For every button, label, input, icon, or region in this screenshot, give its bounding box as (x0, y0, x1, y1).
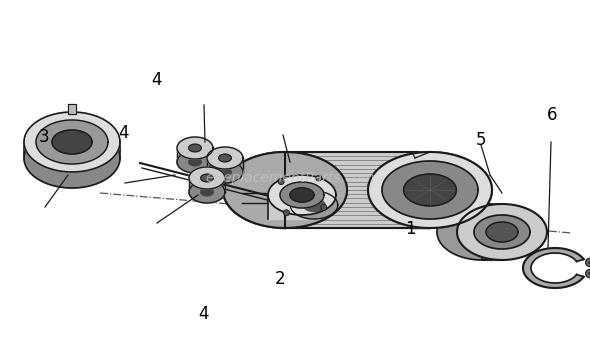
Polygon shape (189, 181, 225, 203)
Text: eReplacementParts.com: eReplacementParts.com (205, 171, 375, 185)
Polygon shape (201, 188, 214, 196)
Polygon shape (223, 152, 347, 228)
Polygon shape (268, 175, 336, 215)
Polygon shape (189, 178, 225, 192)
Polygon shape (279, 152, 285, 228)
Circle shape (316, 175, 322, 181)
Polygon shape (242, 193, 302, 203)
Polygon shape (201, 174, 214, 182)
Polygon shape (177, 148, 213, 162)
Polygon shape (382, 161, 478, 219)
Text: 6: 6 (546, 106, 557, 124)
Polygon shape (36, 146, 108, 162)
Polygon shape (412, 152, 430, 228)
Polygon shape (368, 152, 492, 228)
Circle shape (283, 210, 290, 216)
Text: 1: 1 (405, 220, 415, 238)
Polygon shape (474, 215, 530, 249)
Polygon shape (280, 182, 324, 208)
Polygon shape (36, 120, 108, 164)
Polygon shape (523, 248, 584, 288)
Polygon shape (24, 142, 120, 158)
Polygon shape (207, 147, 243, 169)
Polygon shape (219, 168, 231, 176)
Polygon shape (290, 188, 314, 202)
Text: 4: 4 (119, 124, 129, 142)
Polygon shape (404, 174, 457, 206)
Circle shape (321, 204, 327, 211)
Polygon shape (207, 161, 243, 183)
Polygon shape (52, 130, 92, 154)
Text: 4: 4 (198, 305, 209, 323)
Text: 2: 2 (275, 270, 286, 288)
Polygon shape (437, 204, 527, 260)
Circle shape (586, 269, 590, 278)
Text: 5: 5 (476, 131, 486, 149)
Polygon shape (303, 198, 325, 212)
Polygon shape (290, 191, 338, 219)
Polygon shape (189, 158, 201, 166)
Polygon shape (24, 128, 120, 188)
Polygon shape (368, 152, 492, 228)
Circle shape (278, 179, 284, 185)
Polygon shape (189, 167, 225, 189)
Text: 4: 4 (151, 71, 162, 89)
Circle shape (586, 258, 590, 267)
Polygon shape (207, 158, 243, 172)
Polygon shape (268, 192, 314, 219)
Polygon shape (285, 152, 430, 228)
Polygon shape (177, 137, 213, 159)
Polygon shape (457, 204, 547, 260)
Circle shape (588, 261, 590, 264)
Polygon shape (223, 152, 347, 228)
Polygon shape (68, 104, 76, 114)
Polygon shape (486, 222, 518, 242)
Polygon shape (482, 204, 502, 260)
Circle shape (588, 272, 590, 275)
Polygon shape (177, 151, 213, 173)
Polygon shape (189, 144, 201, 152)
Text: 3: 3 (39, 128, 50, 146)
Polygon shape (219, 154, 231, 162)
Polygon shape (24, 112, 120, 172)
